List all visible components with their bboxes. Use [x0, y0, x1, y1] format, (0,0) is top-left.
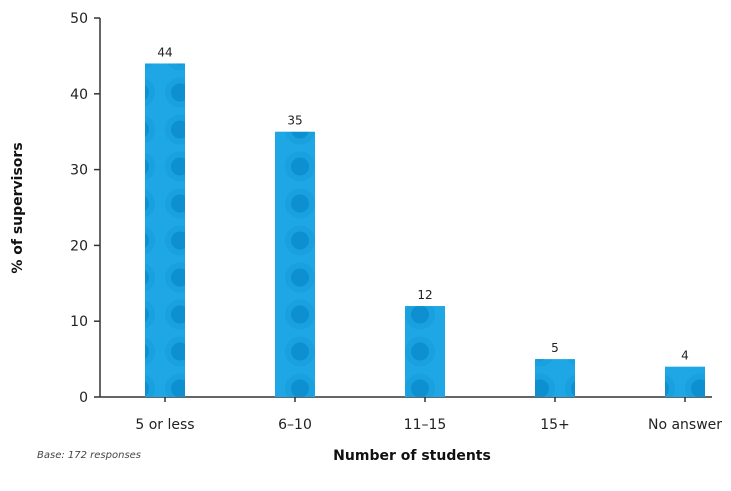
x-axis: 5 or less 6–10 11–15 15+ No answer	[100, 396, 722, 433]
y-tick-label: 50	[70, 11, 88, 27]
bar	[535, 359, 575, 397]
data-label: 12	[417, 288, 432, 302]
x-tick-label: 11–15	[404, 417, 447, 433]
data-labels-group: 44 35 12 5 4	[157, 45, 688, 362]
bar	[145, 63, 185, 397]
x-tick-label: 15+	[540, 417, 570, 433]
y-tick-label: 20	[70, 238, 88, 254]
y-tick-label: 0	[79, 390, 88, 406]
bar	[405, 306, 445, 397]
data-label: 4	[681, 349, 689, 363]
x-tick-label: 6–10	[278, 417, 312, 433]
y-axis-title: % of supervisors	[10, 142, 26, 273]
base-note: Base: 172 responses	[37, 450, 141, 461]
y-axis: 0 10 20 30 40 50	[70, 11, 101, 406]
y-tick-label: 40	[70, 87, 88, 103]
data-label: 5	[551, 341, 559, 355]
x-tick-label: 5 or less	[135, 417, 194, 433]
bar	[275, 131, 315, 397]
x-axis-title: Number of students	[333, 448, 491, 464]
x-tick-label: No answer	[648, 417, 722, 433]
bar	[665, 366, 705, 397]
data-label: 44	[157, 45, 172, 59]
bars-group	[145, 63, 705, 397]
y-tick-label: 10	[70, 314, 88, 330]
data-label: 35	[287, 114, 302, 128]
y-tick-label: 30	[70, 163, 88, 179]
